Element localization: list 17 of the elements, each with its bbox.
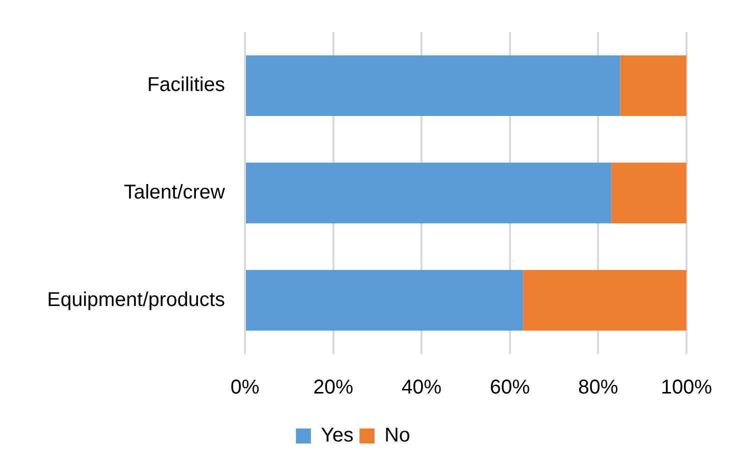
legend-label: No [384, 424, 410, 447]
bar [246, 162, 612, 224]
x-tick-label: 40% [402, 376, 442, 399]
y-tick-label: Equipment/products [47, 288, 225, 311]
x-tick-label: 100% [660, 376, 712, 399]
bar [523, 270, 686, 331]
legend-label: Yes [320, 424, 354, 447]
y-tick-label: Talent/crew [124, 182, 226, 204]
bar [246, 270, 524, 331]
bar [611, 162, 686, 224]
x-tick-label: 80% [578, 376, 618, 399]
bar [620, 55, 686, 116]
x-tick-label: 60% [490, 376, 530, 399]
x-tick-label: 20% [313, 376, 354, 399]
y-tick-label: Facilities [147, 74, 225, 96]
bar [246, 55, 620, 116]
x-tick-label: 0% [230, 376, 260, 399]
